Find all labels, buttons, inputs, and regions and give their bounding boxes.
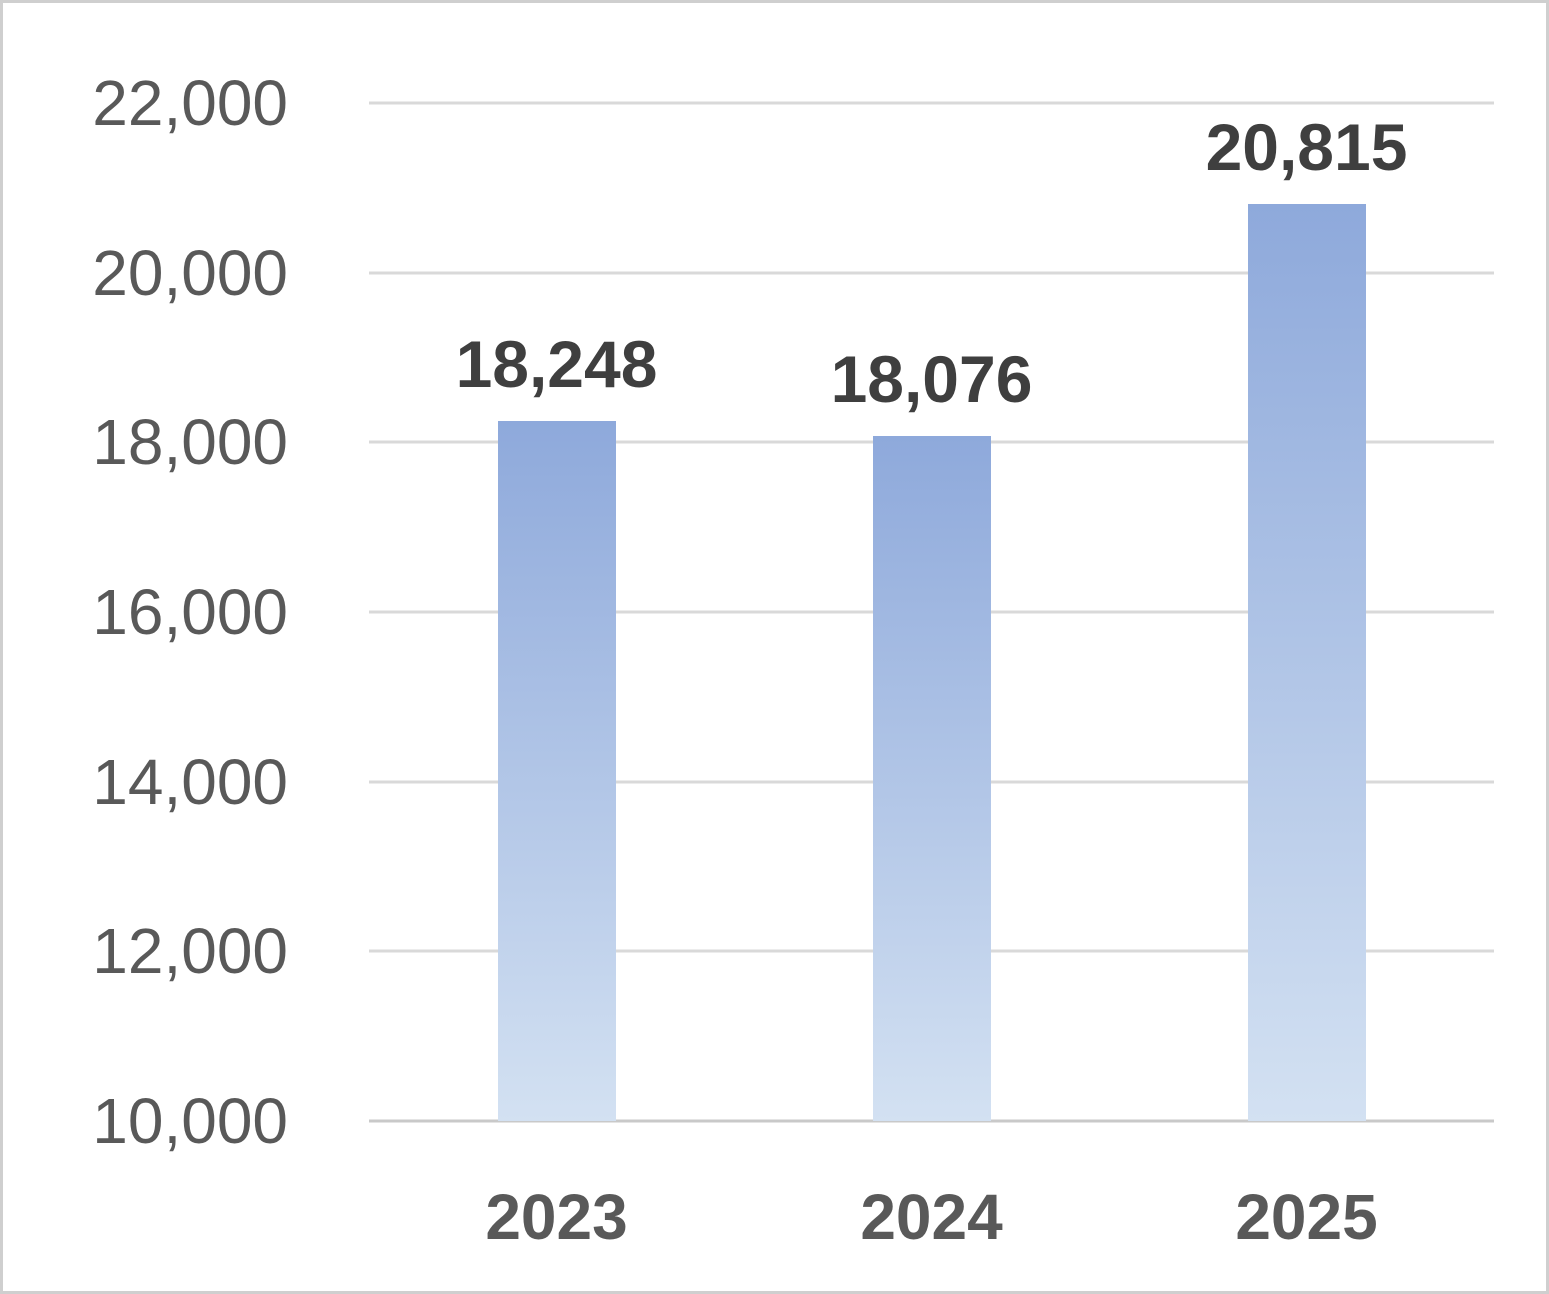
x-tick-label-2023: 2023 [485,1181,628,1253]
gridline-22000 [369,101,1494,105]
bar-2023 [497,421,616,1121]
x-tick-label-2024: 2024 [860,1181,1003,1253]
y-tick-label: 10,000 [92,1085,288,1157]
y-tick-label: 16,000 [92,576,288,648]
data-label-2025: 20,815 [1205,109,1408,184]
gridline-20000 [369,271,1494,275]
y-tick-label: 12,000 [92,915,288,988]
bar-2025 [1247,203,1366,1121]
x-axis-line [369,1119,1494,1123]
plot-area [369,101,1494,1123]
y-tick-label: 20,000 [92,236,288,309]
y-tick-label: 14,000 [92,745,288,818]
bar-2024 [872,435,991,1121]
data-label-2023: 18,248 [455,327,658,402]
data-label-2024: 18,076 [830,341,1033,416]
y-tick-label: 22,000 [92,67,288,139]
y-tick-label: 18,000 [92,406,288,479]
x-tick-label-2025: 2025 [1235,1181,1378,1253]
